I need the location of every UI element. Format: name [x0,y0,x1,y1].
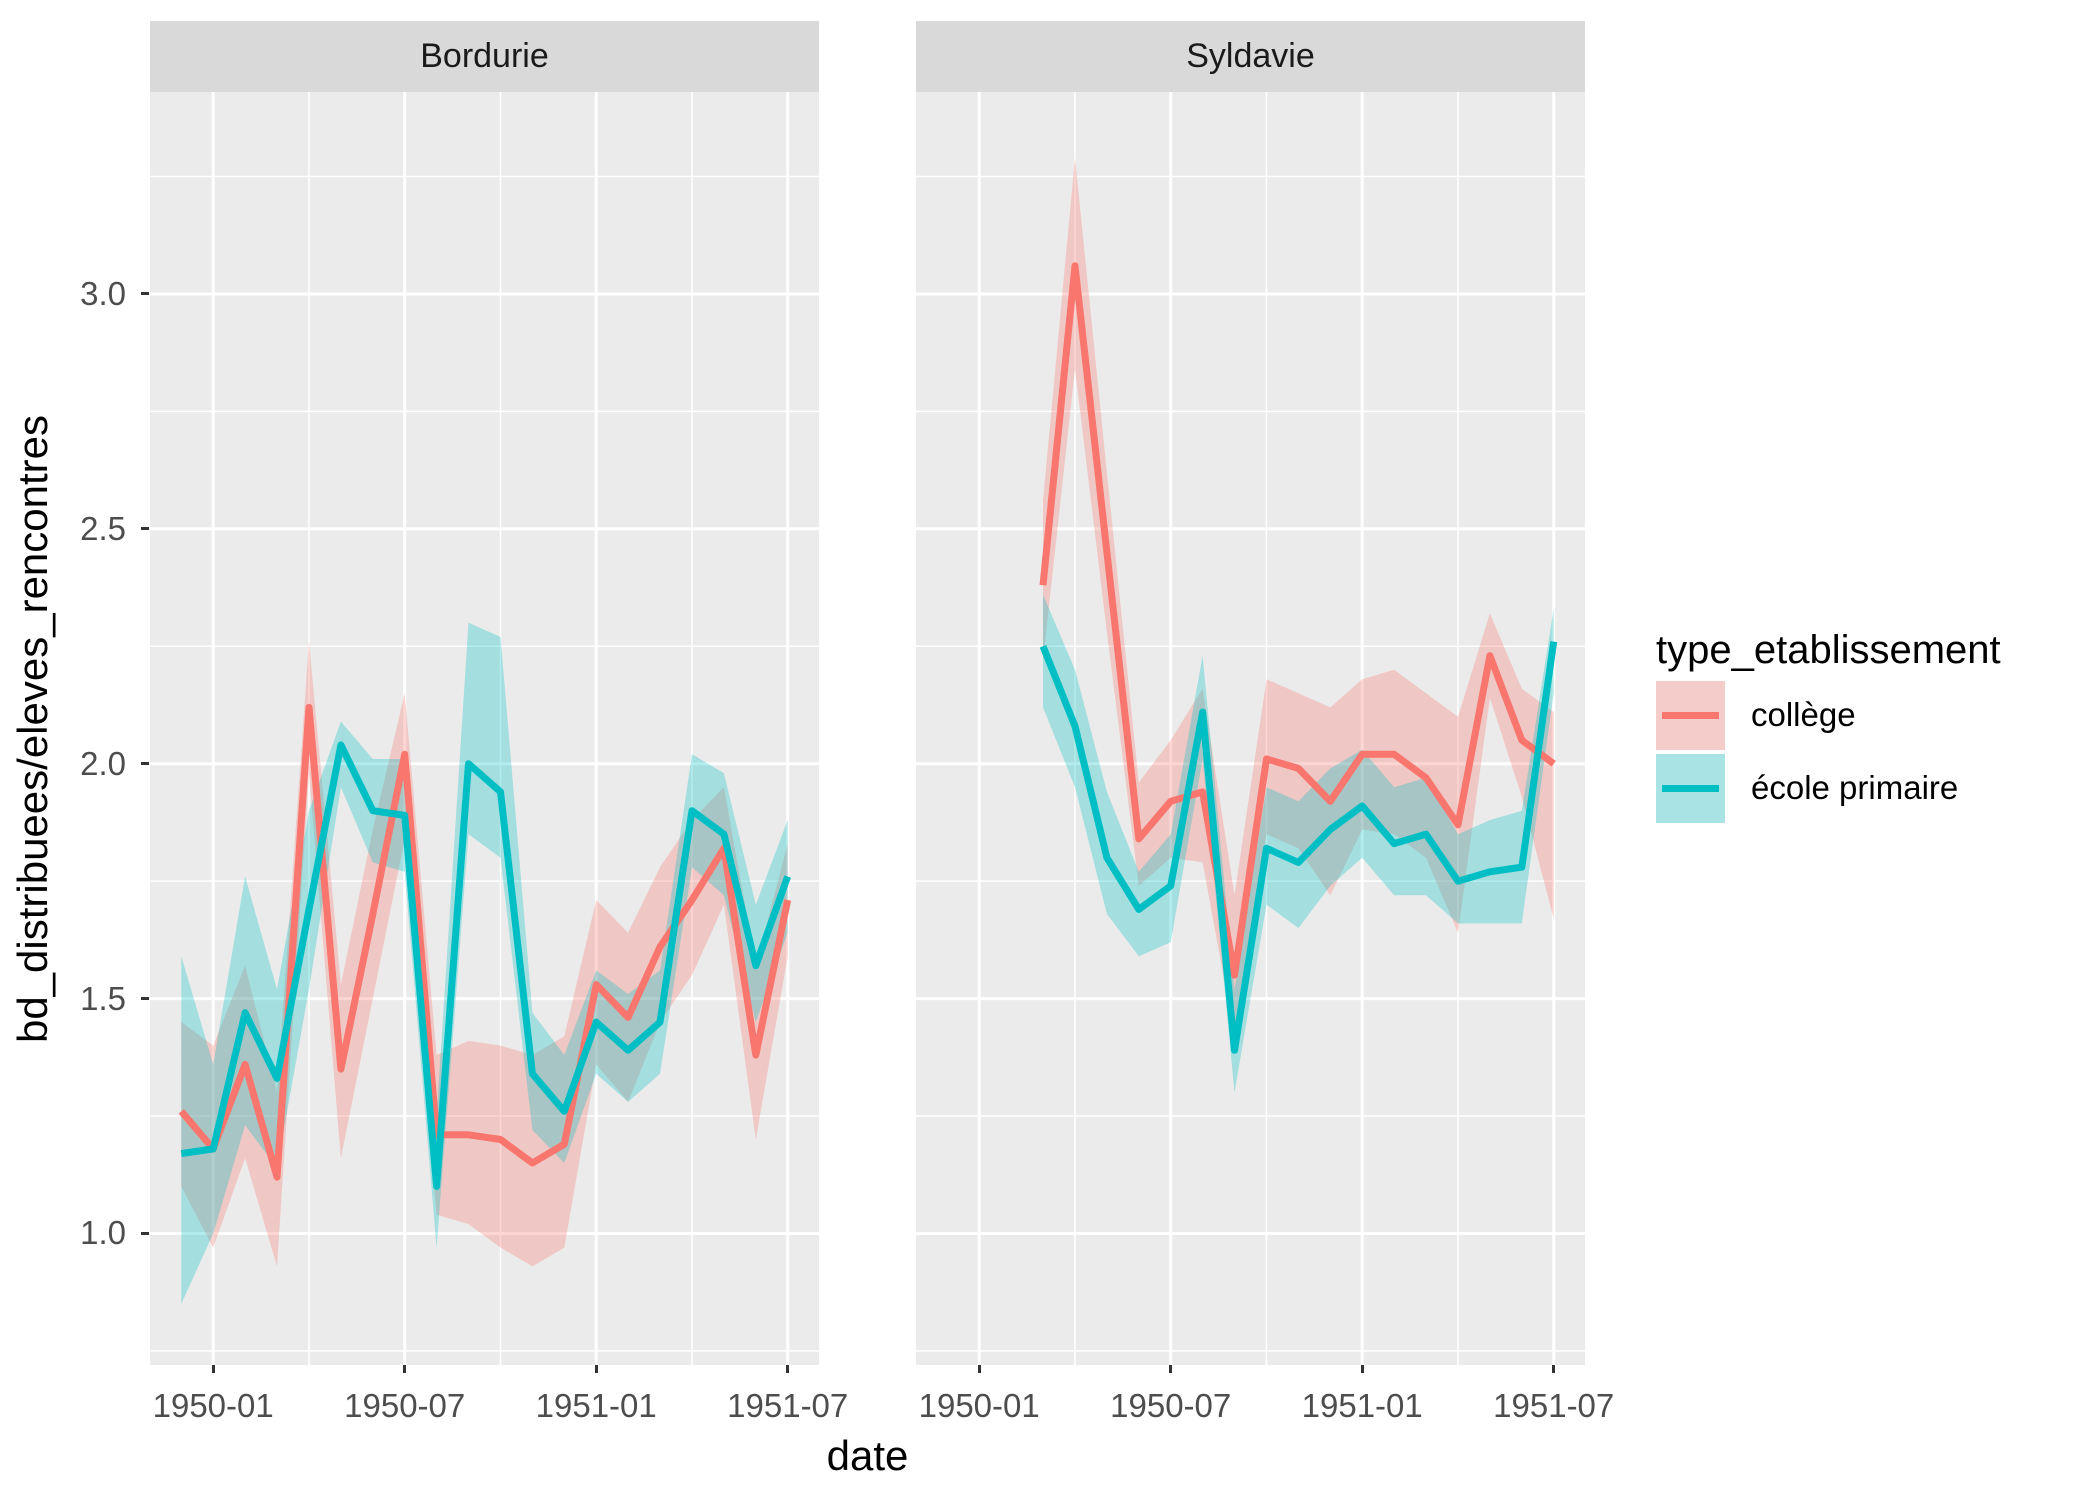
y-tick-label: 3.0 [80,274,126,312]
y-tick-label: 2.5 [80,509,126,547]
line-swatch [1662,784,1719,792]
x-tick-label: 1951-07 [1493,1387,1615,1424]
legend-label-college: collège [1751,696,1856,733]
y-tick [141,527,149,531]
x-tick-label: 1951-01 [1301,1387,1423,1424]
x-tick [1169,1365,1173,1373]
y-tick-label: 1.0 [80,1214,126,1252]
panel-bordurie [150,92,819,1365]
x-axis-title: date [826,1432,909,1479]
x-tick-label: 1950-07 [1110,1387,1232,1424]
x-tick [977,1365,981,1373]
ribbon-collège [181,641,788,1267]
line-swatch [1662,711,1719,719]
legend-item-ecole-primaire: école primaire [1656,753,2100,823]
legend-key-college-swatch [1656,680,1725,750]
legend-item-college: collège [1656,680,2100,750]
y-tick-label: 2.0 [80,744,126,782]
ribbon-école primaire [1043,594,1554,1093]
x-tick [403,1365,407,1373]
x-tick-label: 1950-01 [918,1387,1040,1424]
y-tick [141,1231,149,1235]
x-tick-label: 1950-01 [152,1387,274,1424]
x-tick [786,1365,790,1373]
line-collège [1039,262,1556,979]
x-tick-label: 1950-07 [344,1387,466,1424]
facet-strip-syldavie: Syldavie [916,21,1585,92]
x-tick [594,1365,598,1373]
legend-label-ecole-primaire: école primaire [1751,769,1959,806]
ribbon-collège [1043,157,1554,1037]
y-tick-label: 1.5 [80,979,126,1017]
legend-title: type_etablissement [1656,628,2001,672]
x-tick [211,1365,215,1373]
x-tick [1552,1365,1556,1373]
panel-syldavie [916,92,1585,1365]
y-tick [141,997,149,1001]
x-tick-label: 1951-07 [727,1387,849,1424]
y-tick [141,292,149,296]
legend-key-ecole-primaire-swatch [1656,753,1725,823]
y-tick [141,762,149,766]
facet-strip-bordurie: Bordurie [150,21,819,92]
x-tick [1360,1365,1364,1373]
line-collège [178,703,792,1181]
x-tick-label: 1951-01 [535,1387,657,1424]
line-école primaire [180,741,791,1190]
line-école primaire [1039,641,1558,1054]
legend: type_etablissement collège école primair… [1640,628,2100,826]
